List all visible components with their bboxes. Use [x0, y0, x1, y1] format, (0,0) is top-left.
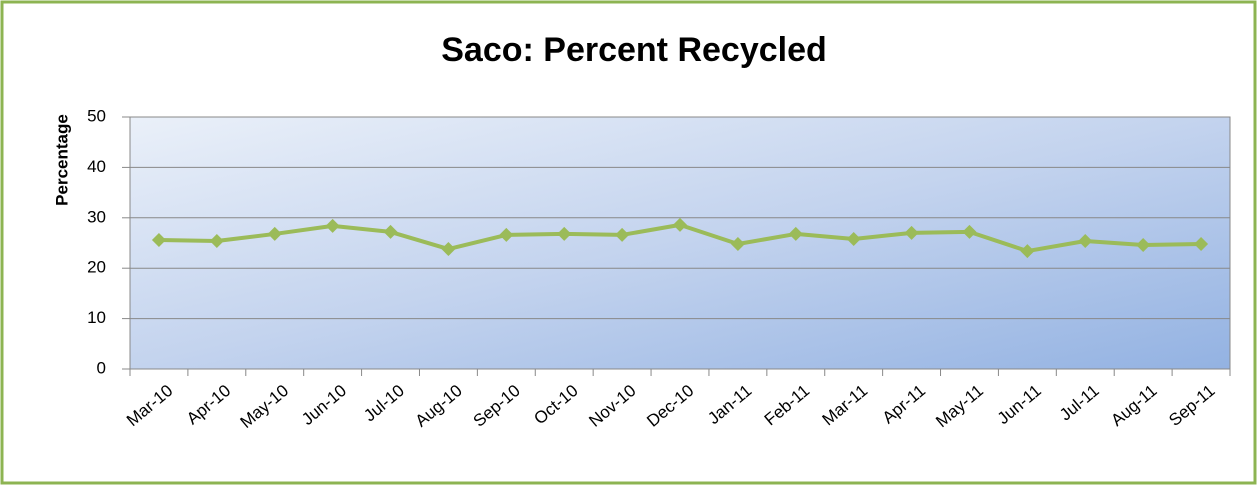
y-tick-label: 30: [87, 207, 106, 226]
data-point: [673, 217, 687, 232]
y-tick-label: 10: [87, 308, 106, 327]
data-point: [1020, 244, 1035, 259]
data-point: [1078, 233, 1093, 248]
data-point: [499, 227, 514, 242]
data-point: [441, 242, 456, 257]
y-tick-label: 20: [87, 258, 106, 277]
data-point: [615, 227, 630, 242]
data-point: [209, 233, 224, 248]
chart-title: Saco: Percent Recycled: [441, 31, 827, 69]
y-tick-label: 40: [87, 157, 106, 176]
data-point: [962, 224, 977, 239]
data-point: [904, 225, 919, 240]
data-point: [267, 226, 282, 241]
plot-area: [129, 116, 1231, 370]
data-point: [1194, 237, 1209, 252]
y-tick-label: 0: [97, 358, 106, 377]
data-point: [1136, 238, 1151, 253]
data-point: [325, 218, 340, 233]
data-point: [846, 231, 861, 246]
y-axis-label: Percentage: [52, 114, 71, 206]
data-point: [383, 224, 398, 239]
data-point: [151, 232, 166, 247]
data-point: [788, 226, 803, 241]
data-point: [730, 237, 745, 252]
data-point: [557, 226, 572, 241]
y-tick-label: 50: [87, 106, 106, 125]
